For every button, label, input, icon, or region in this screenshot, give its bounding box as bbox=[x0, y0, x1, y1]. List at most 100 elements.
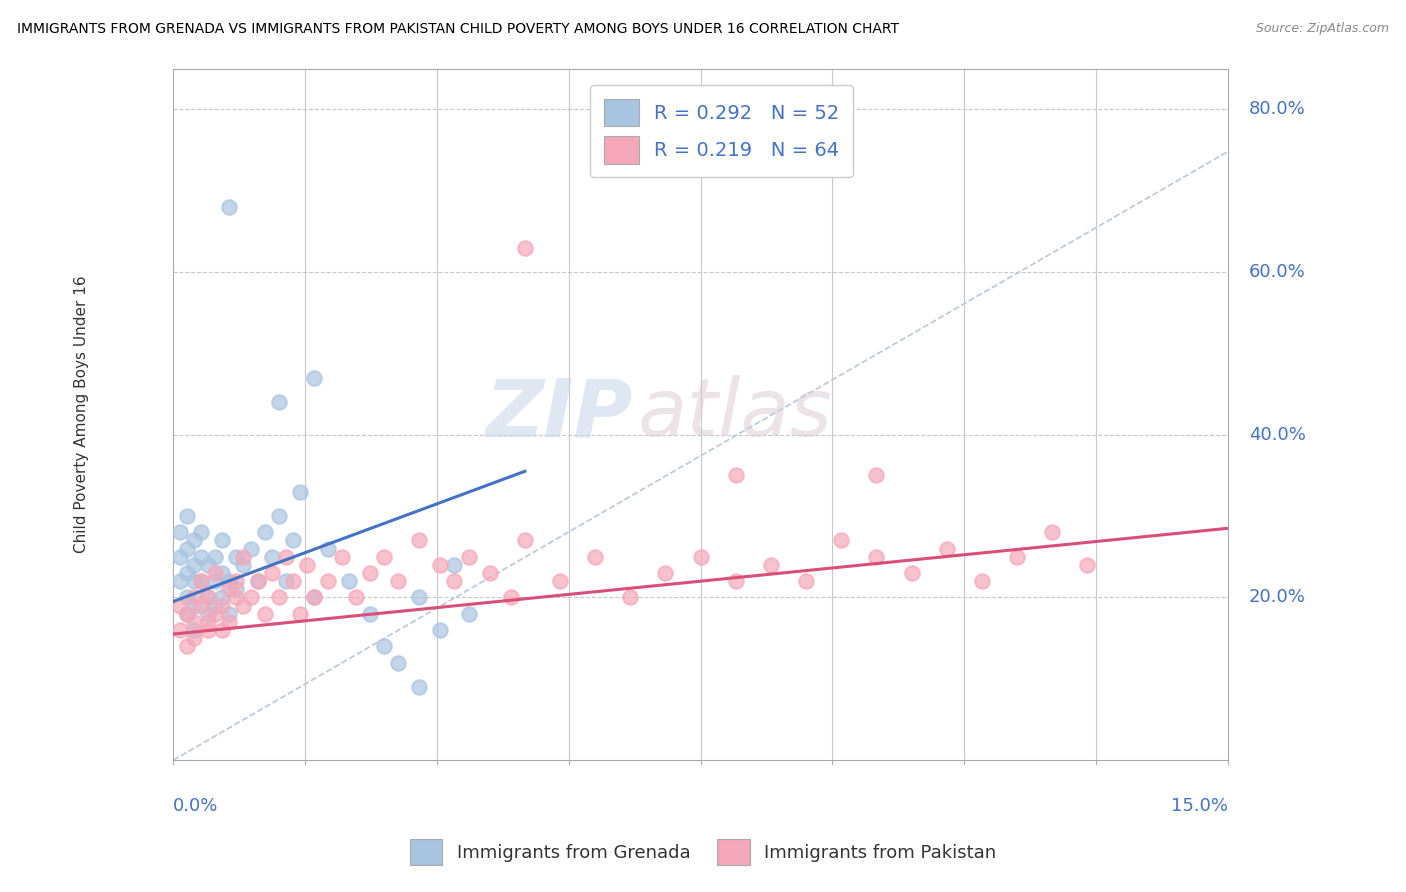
Point bbox=[232, 558, 254, 572]
Point bbox=[513, 241, 536, 255]
Point bbox=[190, 574, 212, 589]
Point bbox=[176, 566, 198, 580]
Point bbox=[183, 623, 205, 637]
Point bbox=[429, 623, 451, 637]
Point bbox=[183, 631, 205, 645]
Point bbox=[935, 541, 957, 556]
Point bbox=[302, 370, 325, 384]
Point bbox=[759, 558, 782, 572]
Point bbox=[197, 607, 219, 621]
Point bbox=[900, 566, 922, 580]
Point bbox=[288, 607, 311, 621]
Point bbox=[225, 549, 247, 564]
Point bbox=[457, 549, 479, 564]
Point bbox=[359, 607, 381, 621]
Legend: Immigrants from Grenada, Immigrants from Pakistan: Immigrants from Grenada, Immigrants from… bbox=[401, 830, 1005, 874]
Point bbox=[218, 574, 240, 589]
Point bbox=[970, 574, 993, 589]
Point bbox=[865, 468, 887, 483]
Point bbox=[274, 549, 297, 564]
Point bbox=[316, 541, 339, 556]
Point bbox=[548, 574, 571, 589]
Point bbox=[225, 591, 247, 605]
Point bbox=[794, 574, 817, 589]
Point bbox=[281, 574, 304, 589]
Point bbox=[183, 615, 205, 629]
Point bbox=[408, 680, 430, 694]
Point bbox=[457, 607, 479, 621]
Point bbox=[169, 525, 191, 540]
Text: 60.0%: 60.0% bbox=[1249, 263, 1306, 281]
Legend: R = 0.292   N = 52, R = 0.219   N = 64: R = 0.292 N = 52, R = 0.219 N = 64 bbox=[591, 85, 853, 178]
Point bbox=[281, 533, 304, 548]
Point bbox=[190, 574, 212, 589]
Point bbox=[169, 549, 191, 564]
Point bbox=[429, 558, 451, 572]
Point bbox=[225, 582, 247, 597]
Text: Source: ZipAtlas.com: Source: ZipAtlas.com bbox=[1256, 22, 1389, 36]
Point bbox=[239, 591, 262, 605]
Point bbox=[176, 607, 198, 621]
Point bbox=[204, 566, 226, 580]
Point bbox=[176, 640, 198, 654]
Text: 80.0%: 80.0% bbox=[1249, 100, 1306, 119]
Point bbox=[443, 558, 465, 572]
Point bbox=[260, 549, 283, 564]
Point bbox=[619, 591, 641, 605]
Text: 15.0%: 15.0% bbox=[1171, 797, 1227, 814]
Point bbox=[288, 484, 311, 499]
Point bbox=[583, 549, 606, 564]
Point bbox=[197, 623, 219, 637]
Point bbox=[169, 574, 191, 589]
Point bbox=[197, 591, 219, 605]
Point bbox=[267, 395, 290, 409]
Point bbox=[190, 549, 212, 564]
Point bbox=[260, 566, 283, 580]
Point bbox=[225, 574, 247, 589]
Point bbox=[253, 607, 276, 621]
Point bbox=[190, 599, 212, 613]
Point bbox=[183, 558, 205, 572]
Point bbox=[176, 591, 198, 605]
Point bbox=[302, 591, 325, 605]
Point bbox=[232, 549, 254, 564]
Point bbox=[499, 591, 522, 605]
Point bbox=[169, 623, 191, 637]
Point bbox=[316, 574, 339, 589]
Point bbox=[373, 640, 395, 654]
Point bbox=[443, 574, 465, 589]
Point bbox=[302, 591, 325, 605]
Point bbox=[211, 599, 233, 613]
Point bbox=[344, 591, 367, 605]
Point bbox=[190, 525, 212, 540]
Point bbox=[330, 549, 353, 564]
Point bbox=[865, 549, 887, 564]
Point bbox=[253, 525, 276, 540]
Point bbox=[197, 615, 219, 629]
Point bbox=[232, 599, 254, 613]
Text: ZIP: ZIP bbox=[485, 376, 633, 453]
Point bbox=[246, 574, 269, 589]
Point bbox=[211, 623, 233, 637]
Point bbox=[169, 599, 191, 613]
Point bbox=[478, 566, 501, 580]
Text: IMMIGRANTS FROM GRENADA VS IMMIGRANTS FROM PAKISTAN CHILD POVERTY AMONG BOYS UND: IMMIGRANTS FROM GRENADA VS IMMIGRANTS FR… bbox=[17, 22, 898, 37]
Point bbox=[183, 599, 205, 613]
Point bbox=[218, 200, 240, 214]
Text: 40.0%: 40.0% bbox=[1249, 425, 1306, 443]
Point bbox=[204, 599, 226, 613]
Point bbox=[183, 533, 205, 548]
Point bbox=[408, 591, 430, 605]
Point bbox=[295, 558, 318, 572]
Point bbox=[337, 574, 360, 589]
Text: 20.0%: 20.0% bbox=[1249, 589, 1306, 607]
Point bbox=[176, 607, 198, 621]
Point bbox=[218, 615, 240, 629]
Point bbox=[830, 533, 852, 548]
Point bbox=[373, 549, 395, 564]
Point bbox=[211, 533, 233, 548]
Point bbox=[204, 574, 226, 589]
Point bbox=[513, 533, 536, 548]
Point bbox=[239, 541, 262, 556]
Point bbox=[724, 574, 747, 589]
